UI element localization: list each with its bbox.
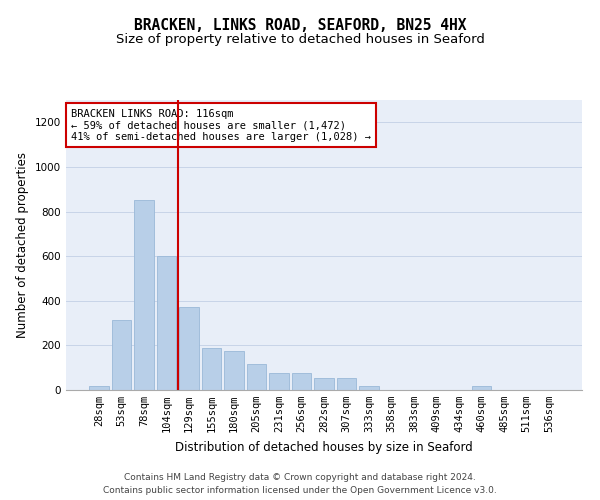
Bar [89, 386, 109, 390]
Bar [247, 364, 266, 390]
Bar [314, 378, 334, 390]
Text: Size of property relative to detached houses in Seaford: Size of property relative to detached ho… [116, 32, 484, 46]
Bar [112, 320, 131, 390]
Y-axis label: Number of detached properties: Number of detached properties [16, 152, 29, 338]
Text: Contains HM Land Registry data © Crown copyright and database right 2024.
Contai: Contains HM Land Registry data © Crown c… [103, 474, 497, 495]
Text: BRACKEN, LINKS ROAD, SEAFORD, BN25 4HX: BRACKEN, LINKS ROAD, SEAFORD, BN25 4HX [134, 18, 466, 32]
Bar [337, 378, 356, 390]
X-axis label: Distribution of detached houses by size in Seaford: Distribution of detached houses by size … [175, 440, 473, 454]
Bar [269, 374, 289, 390]
Bar [224, 351, 244, 390]
Bar [134, 200, 154, 390]
Bar [292, 374, 311, 390]
Bar [472, 386, 491, 390]
Bar [202, 348, 221, 390]
Text: BRACKEN LINKS ROAD: 116sqm
← 59% of detached houses are smaller (1,472)
41% of s: BRACKEN LINKS ROAD: 116sqm ← 59% of deta… [71, 108, 371, 142]
Bar [359, 386, 379, 390]
Bar [157, 256, 176, 390]
Bar [179, 308, 199, 390]
